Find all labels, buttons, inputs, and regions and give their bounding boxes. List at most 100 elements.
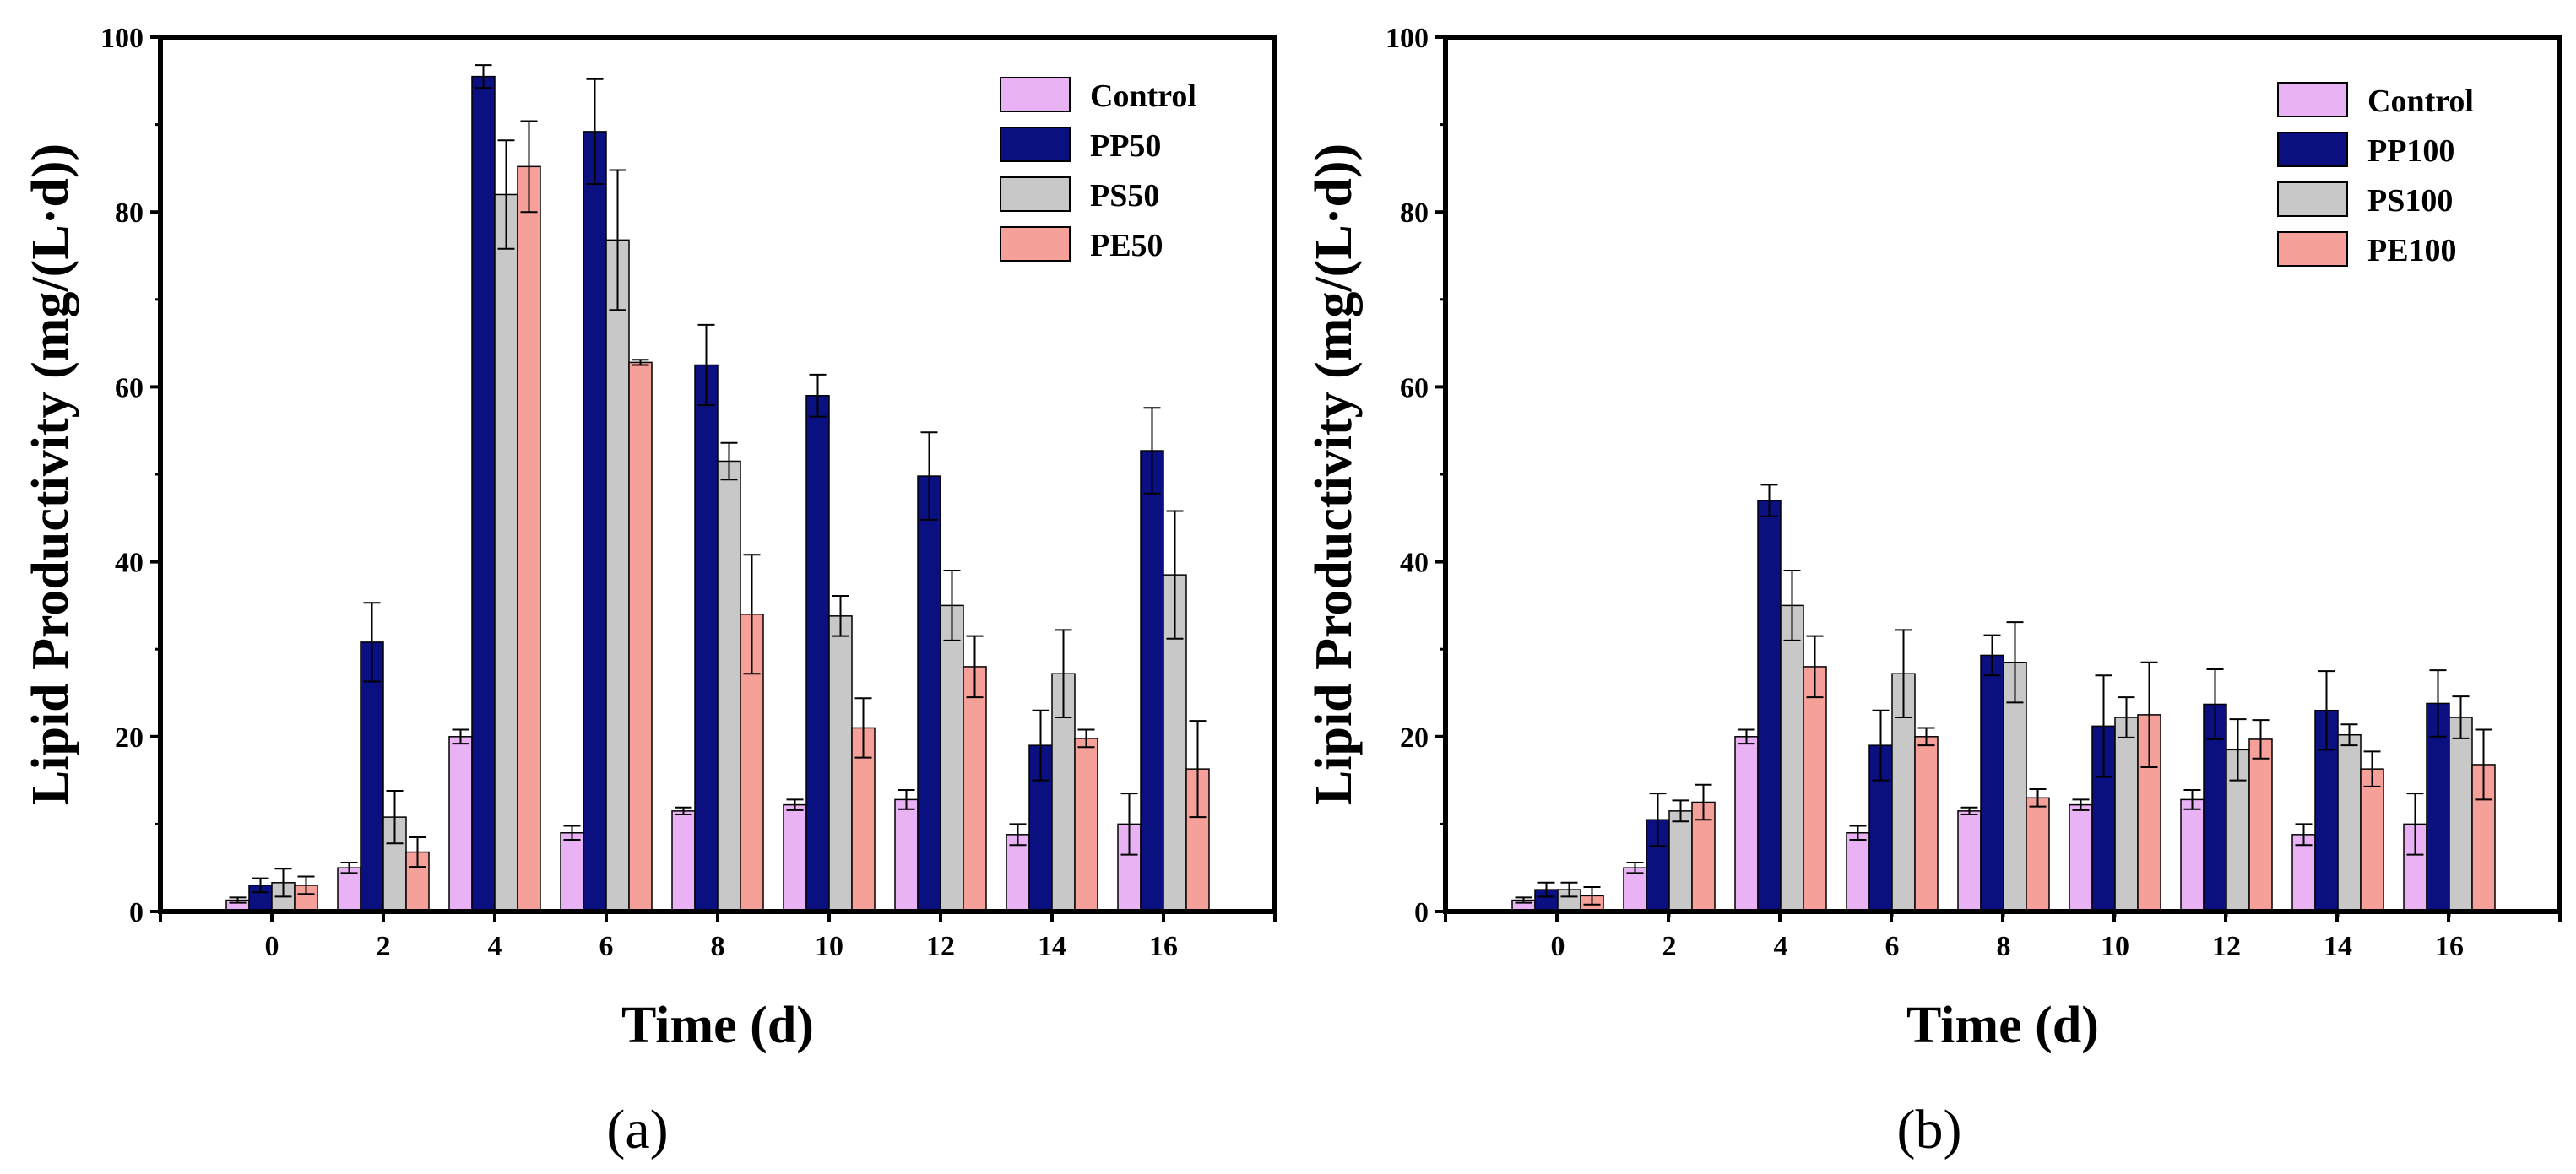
chart-panel-a: 0 20 40 60 80 100 0 2 4 6 8 10 12 14 16 Control PP50 PS… — [22, 23, 1277, 1160]
x-tick-label-a: 2 — [377, 931, 391, 962]
bar-pe100-day-8 — [2026, 797, 2050, 912]
bar-control-day-8 — [671, 810, 696, 912]
legend-swatch-control — [1000, 77, 1071, 112]
x-tick-label-b: 6 — [1885, 931, 1900, 962]
bar-pp50-day-10 — [805, 395, 830, 912]
y-tick-label-a: 100 — [100, 23, 144, 54]
bar-ps50-day-12 — [940, 604, 964, 912]
legend-b: Control PP100 PS100 PE100 — [2277, 82, 2474, 268]
y-tick-label-a: 80 — [115, 197, 144, 229]
error-bars-group-b — [1515, 484, 2492, 906]
y-tick-label-a: 60 — [115, 372, 144, 403]
x-tick-label-a: 16 — [1149, 931, 1178, 962]
legend-swatch-ps100 — [2277, 181, 2348, 217]
bar-pp50-day-12 — [917, 475, 941, 912]
bar-control-day-2 — [1623, 867, 1647, 912]
y-axis-b: 0 20 40 60 80 100 — [1386, 23, 1445, 928]
panel-label-b: (b) — [1897, 1099, 1962, 1160]
x-axis-title-a: Time (d) — [621, 997, 814, 1054]
legend-label-pp50: PP50 — [1090, 128, 1161, 164]
legend-label-pp100: PP100 — [2367, 133, 2454, 169]
bar-control-day-14 — [2291, 834, 2316, 912]
bar-control-day-10 — [783, 803, 807, 912]
bar-pe50-day-4 — [517, 165, 541, 912]
bar-ps100-day-16 — [2449, 717, 2473, 912]
bar-ps100-day-2 — [1668, 810, 1693, 912]
x-tick-label-b: 12 — [2212, 931, 2241, 962]
bar-ps50-day-8 — [717, 460, 741, 912]
y-axis-a: 0 20 40 60 80 100 — [100, 23, 160, 928]
bar-control-day-8 — [1957, 810, 1982, 912]
bar-pe100-day-6 — [1914, 736, 1939, 912]
y-axis-title-a: Lipid Productivity (mg/(L·d)) — [22, 143, 79, 805]
bar-pe100-day-14 — [2360, 768, 2384, 912]
panel-label-a: (a) — [606, 1099, 668, 1160]
y-tick-label-a: 40 — [115, 548, 144, 579]
x-tick-label-b: 14 — [2324, 931, 2352, 962]
error-bars-group-a — [229, 64, 1207, 904]
x-tick-label-a: 8 — [711, 931, 725, 962]
bar-control-day-4 — [1734, 736, 1759, 912]
bar-ps100-day-14 — [2337, 733, 2362, 912]
legend-swatch-control — [2277, 82, 2348, 117]
y-tick-label-b: 0 — [1414, 897, 1429, 928]
bar-control-day-6 — [560, 832, 584, 912]
y-tick-label-b: 100 — [1386, 23, 1429, 54]
legend-swatch-pp50 — [1000, 127, 1071, 162]
bar-control-day-12 — [894, 798, 919, 912]
legend-a: Control PP50 PS50 PE50 — [1000, 77, 1196, 263]
legend-label-ps100: PS100 — [2367, 183, 2453, 219]
bar-pp50-day-4 — [471, 75, 496, 912]
bars-group-a — [225, 75, 1210, 912]
bar-pe50-day-6 — [628, 361, 653, 912]
x-tick-label-b: 4 — [1774, 931, 1788, 962]
y-tick-label-a: 20 — [115, 722, 144, 754]
legend-label-pe100: PE100 — [2367, 233, 2457, 268]
bar-control-day-12 — [2180, 798, 2205, 912]
bar-pp50-day-6 — [583, 131, 607, 912]
legend-swatch-pe50 — [1000, 226, 1071, 262]
y-axis-title-b: Lipid Productivity (mg/(L·d)) — [1305, 143, 1363, 805]
x-tick-label-a: 4 — [488, 931, 502, 962]
legend-swatch-ps50 — [1000, 176, 1071, 212]
bar-pe50-day-14 — [1074, 738, 1098, 912]
bar-ps100-day-8 — [2003, 661, 2027, 912]
x-tick-label-b: 10 — [2101, 931, 2129, 962]
x-axis-b: 0 2 4 6 8 10 12 14 16 — [1444, 912, 2562, 962]
legend-label-control: Control — [2367, 84, 2474, 119]
bars-group-b — [1511, 500, 2496, 912]
x-axis-title-b: Time (d) — [1906, 997, 2099, 1054]
bar-control-day-4 — [448, 736, 473, 912]
x-tick-label-b: 16 — [2435, 931, 2464, 962]
bar-pe100-day-4 — [1803, 666, 1827, 912]
bar-control-day-2 — [337, 867, 361, 912]
bar-ps50-day-4 — [494, 193, 518, 912]
chart-panel-b: 0 20 40 60 80 100 0 2 4 6 8 10 12 14 16 Control PP100 P… — [1305, 23, 2562, 1160]
bar-control-day-6 — [1846, 832, 1870, 912]
bar-pp50-day-16 — [1140, 450, 1164, 912]
x-tick-label-a: 14 — [1038, 931, 1066, 962]
bar-control-day-10 — [2069, 803, 2093, 912]
x-tick-label-a: 6 — [599, 931, 614, 962]
x-tick-label-b: 2 — [1662, 931, 1677, 962]
x-axis-a: 0 2 4 6 8 10 12 14 16 — [159, 912, 1277, 962]
legend-label-control: Control — [1090, 78, 1196, 114]
bar-pe100-day-12 — [2248, 738, 2273, 912]
bar-control-day-14 — [1006, 834, 1030, 912]
bar-pp50-day-2 — [360, 641, 384, 912]
bar-pp50-day-8 — [694, 364, 719, 912]
bar-pp100-day-4 — [1757, 500, 1782, 912]
bar-pe50-day-12 — [963, 666, 987, 912]
x-tick-label-a: 12 — [926, 931, 955, 962]
x-tick-label-a: 0 — [265, 931, 279, 962]
legend-swatch-pp100 — [2277, 132, 2348, 167]
legend-label-pe50: PE50 — [1090, 228, 1163, 263]
bar-ps50-day-10 — [828, 615, 853, 912]
y-tick-label-b: 60 — [1400, 372, 1429, 403]
y-tick-label-b: 80 — [1400, 197, 1429, 229]
x-tick-label-b: 8 — [1997, 931, 2011, 962]
legend-label-ps50: PS50 — [1090, 178, 1159, 214]
bar-ps50-day-6 — [605, 239, 630, 912]
legend-swatch-pe100 — [2277, 231, 2348, 267]
bar-ps100-day-4 — [1780, 604, 1804, 912]
